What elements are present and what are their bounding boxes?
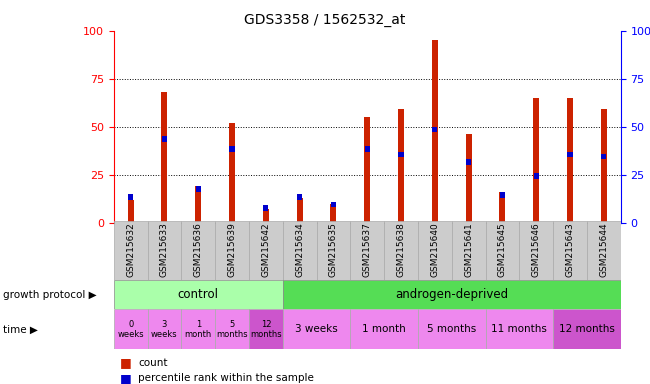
Bar <box>114 280 283 309</box>
Bar <box>263 205 268 211</box>
Bar <box>263 209 269 223</box>
Bar <box>283 221 317 280</box>
Bar <box>195 186 202 223</box>
Text: count: count <box>138 358 168 368</box>
Text: 3 weeks: 3 weeks <box>295 324 338 334</box>
Text: GSM215639: GSM215639 <box>227 223 237 278</box>
Bar <box>317 221 350 280</box>
Text: 5 months: 5 months <box>427 324 476 334</box>
Text: GSM215646: GSM215646 <box>532 223 541 277</box>
Text: 1
month: 1 month <box>185 319 212 339</box>
Text: 1 month: 1 month <box>362 324 406 334</box>
Bar <box>215 221 249 280</box>
Bar <box>466 159 471 165</box>
Text: GSM215638: GSM215638 <box>396 223 406 278</box>
Bar <box>297 194 302 200</box>
Bar <box>148 309 181 349</box>
Bar <box>432 127 437 132</box>
Bar <box>567 152 573 157</box>
Bar <box>249 309 283 349</box>
Bar <box>499 192 506 223</box>
Bar <box>283 309 350 349</box>
Bar <box>229 146 235 152</box>
Bar <box>350 221 384 280</box>
Text: GSM215633: GSM215633 <box>160 223 169 278</box>
Bar <box>350 309 418 349</box>
Bar <box>486 221 519 280</box>
Bar <box>534 173 539 179</box>
Text: GSM215643: GSM215643 <box>566 223 575 277</box>
Bar <box>533 98 540 223</box>
Text: ■: ■ <box>120 356 132 369</box>
Bar <box>452 221 486 280</box>
Bar <box>296 198 303 223</box>
Text: GSM215644: GSM215644 <box>599 223 608 277</box>
Bar <box>331 202 336 207</box>
Bar <box>249 221 283 280</box>
Bar <box>114 309 148 349</box>
Bar <box>418 221 452 280</box>
Bar <box>128 194 133 200</box>
Bar <box>283 280 621 309</box>
Text: GSM215637: GSM215637 <box>363 223 372 278</box>
Bar <box>500 192 505 198</box>
Bar <box>365 146 370 152</box>
Bar <box>398 152 404 157</box>
Bar <box>553 221 587 280</box>
Bar <box>432 40 438 223</box>
Text: GSM215642: GSM215642 <box>261 223 270 277</box>
Bar <box>148 221 181 280</box>
Text: 5
months: 5 months <box>216 319 248 339</box>
Text: 11 months: 11 months <box>491 324 547 334</box>
Text: GSM215645: GSM215645 <box>498 223 507 277</box>
Bar <box>601 109 607 223</box>
Bar <box>161 92 168 223</box>
Text: GSM215635: GSM215635 <box>329 223 338 278</box>
Bar <box>229 123 235 223</box>
Text: 3
weeks: 3 weeks <box>151 319 177 339</box>
Bar <box>601 154 606 159</box>
Bar <box>330 204 337 223</box>
Bar <box>181 309 215 349</box>
Text: 12 months: 12 months <box>559 324 615 334</box>
Bar <box>519 221 553 280</box>
Bar <box>567 98 573 223</box>
Text: GSM215636: GSM215636 <box>194 223 203 278</box>
Text: percentile rank within the sample: percentile rank within the sample <box>138 373 315 383</box>
Text: 0
weeks: 0 weeks <box>118 319 144 339</box>
Bar <box>553 309 621 349</box>
Bar <box>162 136 167 142</box>
Bar <box>215 309 249 349</box>
Text: GSM215632: GSM215632 <box>126 223 135 277</box>
Text: ■: ■ <box>120 372 132 384</box>
Bar <box>181 221 215 280</box>
Bar <box>196 186 201 192</box>
Text: time ▶: time ▶ <box>3 324 38 334</box>
Text: GSM215634: GSM215634 <box>295 223 304 277</box>
Bar <box>364 117 370 223</box>
Text: 12
months: 12 months <box>250 319 281 339</box>
Text: control: control <box>177 288 219 301</box>
Bar <box>486 309 553 349</box>
Text: androgen-deprived: androgen-deprived <box>395 288 508 301</box>
Text: GSM215641: GSM215641 <box>464 223 473 277</box>
Bar <box>587 221 621 280</box>
Bar <box>384 221 418 280</box>
Text: GDS3358 / 1562532_at: GDS3358 / 1562532_at <box>244 13 406 27</box>
Bar <box>398 109 404 223</box>
Bar <box>418 309 486 349</box>
Text: GSM215640: GSM215640 <box>430 223 439 277</box>
Bar <box>127 200 134 223</box>
Text: growth protocol ▶: growth protocol ▶ <box>3 290 97 300</box>
Bar <box>114 221 148 280</box>
Bar <box>465 134 472 223</box>
